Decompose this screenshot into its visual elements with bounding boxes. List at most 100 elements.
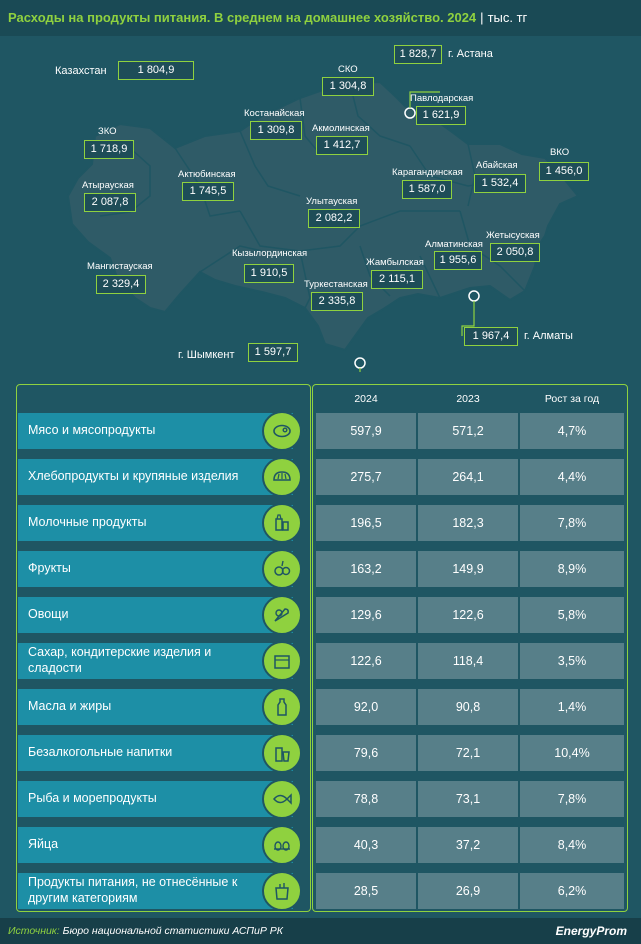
region-value-atyrau: 2 087,8	[84, 193, 136, 212]
city-value-almaty: 1 967,4	[464, 327, 518, 346]
col-header-growth: Рост за год	[544, 393, 600, 405]
region-name-karaganda: Карагандинская	[392, 167, 463, 178]
region-name-aktobe: Актюбинская	[178, 169, 236, 180]
region-name-sko: СКО	[338, 64, 358, 75]
cell-2024: 28,5	[316, 873, 416, 909]
country-value: 1 804,9	[118, 61, 194, 80]
region-value-pavlodar: 1 621,9	[416, 106, 466, 125]
region-name-akmola: Акмолинская	[312, 123, 370, 134]
region-value-aktobe: 1 745,5	[182, 182, 234, 201]
fish-icon	[262, 779, 302, 819]
cell-2023: 90,8	[418, 689, 518, 725]
region-name-ulytau: Улытауская	[306, 196, 358, 207]
cell-2024: 196,5	[316, 505, 416, 541]
cell-2023: 149,9	[418, 551, 518, 587]
row-label: Рыба и морепродукты	[18, 781, 293, 817]
brand-logo: EnergyProm	[555, 924, 627, 938]
source-text: Бюро национальной статистики АСПиР РК	[62, 925, 283, 937]
region-value-zhetysu: 2 050,8	[490, 243, 540, 262]
source-note: Источник: Бюро национальной статистики А…	[8, 925, 283, 937]
cell-2024: 129,6	[316, 597, 416, 633]
row-label: Безалкогольные напитки	[18, 735, 293, 771]
row-label: Яйца	[18, 827, 293, 863]
row-label: Молочные продукты	[18, 505, 293, 541]
meat-icon	[262, 411, 302, 451]
header-bar: Расходы на продукты питания. В среднем н…	[0, 0, 641, 36]
callout-lines	[359, 91, 475, 372]
cell-2023: 26,9	[418, 873, 518, 909]
cell-growth: 7,8%	[520, 781, 624, 817]
title-unit: тыс. тг	[487, 10, 528, 25]
cell-2024: 275,7	[316, 459, 416, 495]
region-value-kostanay: 1 309,8	[250, 121, 302, 140]
region-value-almaty-region: 1 955,6	[434, 251, 482, 270]
region-map: Казахстан 1 804,9 ЗКО 1 718,9 Атырауская…	[0, 36, 641, 372]
cell-2024: 597,9	[316, 413, 416, 449]
fruit-icon	[262, 549, 302, 589]
region-name-pavlodar: Павлодарская	[410, 93, 474, 104]
cell-2024: 78,8	[316, 781, 416, 817]
row-label: Фрукты	[18, 551, 293, 587]
city-name-shymkent: г. Шымкент	[178, 349, 235, 361]
cell-2024: 92,0	[316, 689, 416, 725]
region-name-vko: ВКО	[550, 147, 570, 158]
region-value-sko: 1 304,8	[322, 77, 374, 96]
region-name-mangistau: Мангистауская	[87, 261, 153, 272]
row-label: Масла и жиры	[18, 689, 293, 725]
row-label: Сахар, кондитерские изделия и сладости	[18, 643, 293, 679]
cell-growth: 4,4%	[520, 459, 624, 495]
bread-icon	[262, 457, 302, 497]
cell-2023: 182,3	[418, 505, 518, 541]
row-label: Хлебопродукты и крупяные изделия	[18, 459, 293, 495]
cell-growth: 5,8%	[520, 597, 624, 633]
page-title: Расходы на продукты питания. В среднем н…	[8, 10, 527, 25]
region-value-mangistau: 2 329,4	[96, 275, 146, 294]
cell-growth: 4,7%	[520, 413, 624, 449]
cell-growth: 7,8%	[520, 505, 624, 541]
city-name-astana: г. Астана	[448, 48, 493, 60]
region-value-ulytau: 2 082,2	[308, 209, 360, 228]
cell-growth: 8,9%	[520, 551, 624, 587]
region-value-vko: 1 456,0	[539, 162, 589, 181]
cell-2023: 264,1	[418, 459, 518, 495]
cell-2023: 122,6	[418, 597, 518, 633]
title-text: Расходы на продукты питания. В среднем н…	[8, 10, 477, 25]
drinks-icon	[262, 733, 302, 773]
region-name-atyrau: Атырауская	[82, 180, 134, 191]
eggs-icon	[262, 825, 302, 865]
title-separator: |	[480, 10, 484, 25]
region-name-zhambyl: Жамбылская	[366, 257, 424, 268]
col-header-2024: 2024	[354, 393, 378, 405]
cell-growth: 10,4%	[520, 735, 624, 771]
grocery-icon	[262, 871, 302, 911]
footer: Источник: Бюро национальной статистики А…	[0, 918, 641, 944]
region-name-zhetysu: Жетысуская	[486, 230, 540, 241]
region-borders	[99, 83, 526, 309]
cell-2024: 163,2	[316, 551, 416, 587]
region-name-abai: Абайская	[476, 160, 518, 171]
cell-2023: 37,2	[418, 827, 518, 863]
region-name-kyzylorda: Кызылординская	[232, 248, 308, 259]
cell-growth: 8,4%	[520, 827, 624, 863]
cell-2024: 40,3	[316, 827, 416, 863]
city-value-shymkent: 1 597,7	[248, 343, 298, 362]
sugar-icon	[262, 641, 302, 681]
region-name-turkestan: Туркестанская	[304, 279, 368, 290]
region-value-abai: 1 532,4	[474, 174, 526, 193]
region-value-karaganda: 1 587,0	[402, 180, 452, 199]
cell-2023: 571,2	[418, 413, 518, 449]
region-value-zko: 1 718,9	[84, 140, 134, 159]
city-name-almaty: г. Алматы	[524, 330, 573, 342]
region-value-turkestan: 2 335,8	[311, 292, 363, 311]
vegetables-icon	[262, 595, 302, 635]
region-name-kostanay: Костанайская	[244, 108, 305, 119]
oil-icon	[262, 687, 302, 727]
cell-2023: 73,1	[418, 781, 518, 817]
city-value-astana: 1 828,7	[394, 45, 442, 64]
cell-2024: 122,6	[316, 643, 416, 679]
row-label: Овощи	[18, 597, 293, 633]
col-header-2023: 2023	[456, 393, 480, 405]
region-name-zko: ЗКО	[98, 126, 117, 137]
region-value-zhambyl: 2 115,1	[371, 270, 423, 289]
cell-2023: 118,4	[418, 643, 518, 679]
